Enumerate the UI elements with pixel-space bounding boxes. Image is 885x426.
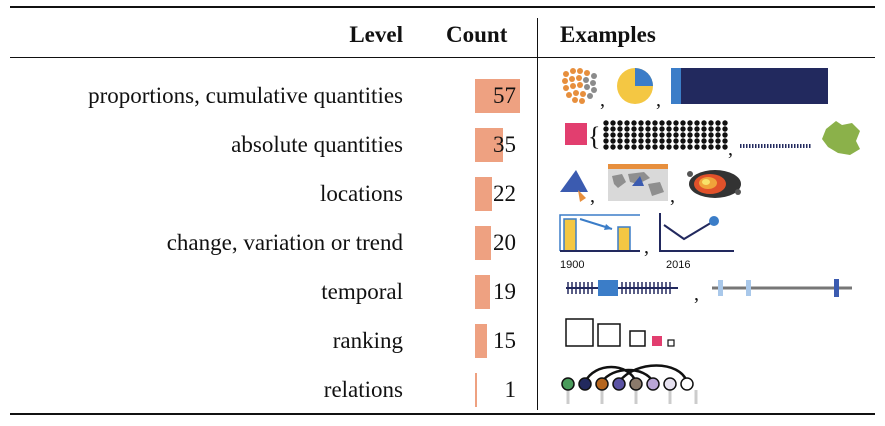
level-label: relations bbox=[323, 377, 403, 402]
ranked-squares-icon bbox=[565, 318, 675, 347]
count-bar bbox=[475, 177, 493, 211]
header-rule bbox=[10, 57, 875, 58]
count-bar bbox=[475, 79, 520, 113]
square-icon bbox=[565, 123, 587, 145]
pie-icon bbox=[617, 68, 653, 104]
svg-text:,: , bbox=[600, 89, 605, 111]
svg-text:,: , bbox=[694, 283, 699, 305]
level-label: proportions, cumulative quantities bbox=[88, 83, 403, 108]
svg-text:,: , bbox=[644, 236, 649, 258]
count-value: 22 bbox=[493, 181, 516, 206]
table-row: absolute quantities 35 { , bbox=[0, 120, 885, 165]
table-row: ranking 15 bbox=[0, 318, 885, 361]
count-value: 19 bbox=[493, 279, 516, 304]
count-value: 1 bbox=[504, 377, 517, 402]
count-bar bbox=[475, 324, 487, 358]
count-value: 35 bbox=[493, 132, 516, 157]
example-relations bbox=[560, 360, 860, 406]
example-proportions: , , bbox=[560, 64, 860, 111]
table-row: change, variation or trend 20 , bbox=[0, 213, 885, 263]
svg-text:,: , bbox=[590, 185, 595, 207]
count-value: 57 bbox=[493, 83, 516, 108]
dot-cluster-icon bbox=[562, 68, 597, 104]
header-count: Count bbox=[446, 22, 508, 47]
svg-text:,: , bbox=[728, 138, 733, 160]
top-rule bbox=[10, 6, 875, 8]
bottom-rule bbox=[10, 413, 875, 415]
header-level: Level bbox=[349, 22, 403, 47]
example-temporal: 1900 2016 , bbox=[560, 259, 860, 306]
level-label: ranking bbox=[332, 328, 403, 353]
heatmap-icon bbox=[687, 170, 741, 198]
bar-change-icon bbox=[559, 214, 640, 252]
count-bar bbox=[475, 226, 491, 260]
example-absolute: { , bbox=[560, 115, 860, 161]
column-divider bbox=[537, 18, 538, 410]
count-value: 20 bbox=[493, 230, 516, 255]
count-bar bbox=[475, 128, 503, 162]
level-label: locations bbox=[319, 181, 403, 206]
location-pin-icon bbox=[560, 170, 588, 202]
example-ranking bbox=[560, 315, 860, 361]
svg-text:,: , bbox=[656, 89, 661, 111]
timeline-icon bbox=[566, 280, 678, 296]
timeline-markers-icon bbox=[712, 279, 852, 297]
count-bar bbox=[475, 275, 490, 309]
timeline-start-label: 1900 bbox=[560, 259, 584, 271]
example-change: , bbox=[559, 211, 860, 258]
level-label: absolute quantities bbox=[231, 132, 403, 157]
horizontal-bar-icon bbox=[671, 68, 828, 104]
dot-grid-icon bbox=[603, 120, 728, 150]
node-link-icon bbox=[561, 364, 698, 404]
table-row: locations 22 , , bbox=[0, 164, 885, 214]
count-value: 15 bbox=[493, 328, 516, 353]
svg-text:,: , bbox=[670, 185, 675, 207]
table-row: temporal 19 1900 2016 , bbox=[0, 259, 885, 312]
france-map-icon bbox=[822, 121, 860, 155]
world-map-icon bbox=[608, 164, 668, 201]
level-label: change, variation or trend bbox=[166, 230, 403, 255]
example-locations: , , bbox=[560, 162, 860, 208]
level-label: temporal bbox=[321, 279, 403, 304]
line-trend-icon bbox=[659, 213, 734, 252]
header-examples: Examples bbox=[560, 22, 656, 47]
table-row: proportions, cumulative quantities 57 , … bbox=[0, 68, 885, 116]
count-bar bbox=[475, 373, 477, 407]
timeline-end-label: 2016 bbox=[666, 259, 690, 271]
svg-text:{: { bbox=[588, 122, 600, 151]
table-row: relations 1 bbox=[0, 364, 885, 410]
